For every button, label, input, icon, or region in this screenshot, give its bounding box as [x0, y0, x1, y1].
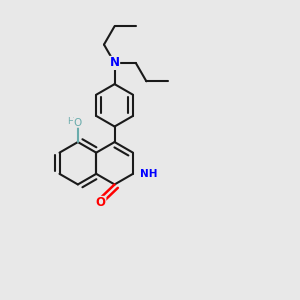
- Text: H: H: [67, 117, 73, 126]
- Text: N: N: [110, 56, 120, 69]
- Text: NH: NH: [140, 169, 158, 179]
- Text: O: O: [96, 196, 106, 209]
- Text: O: O: [73, 118, 81, 128]
